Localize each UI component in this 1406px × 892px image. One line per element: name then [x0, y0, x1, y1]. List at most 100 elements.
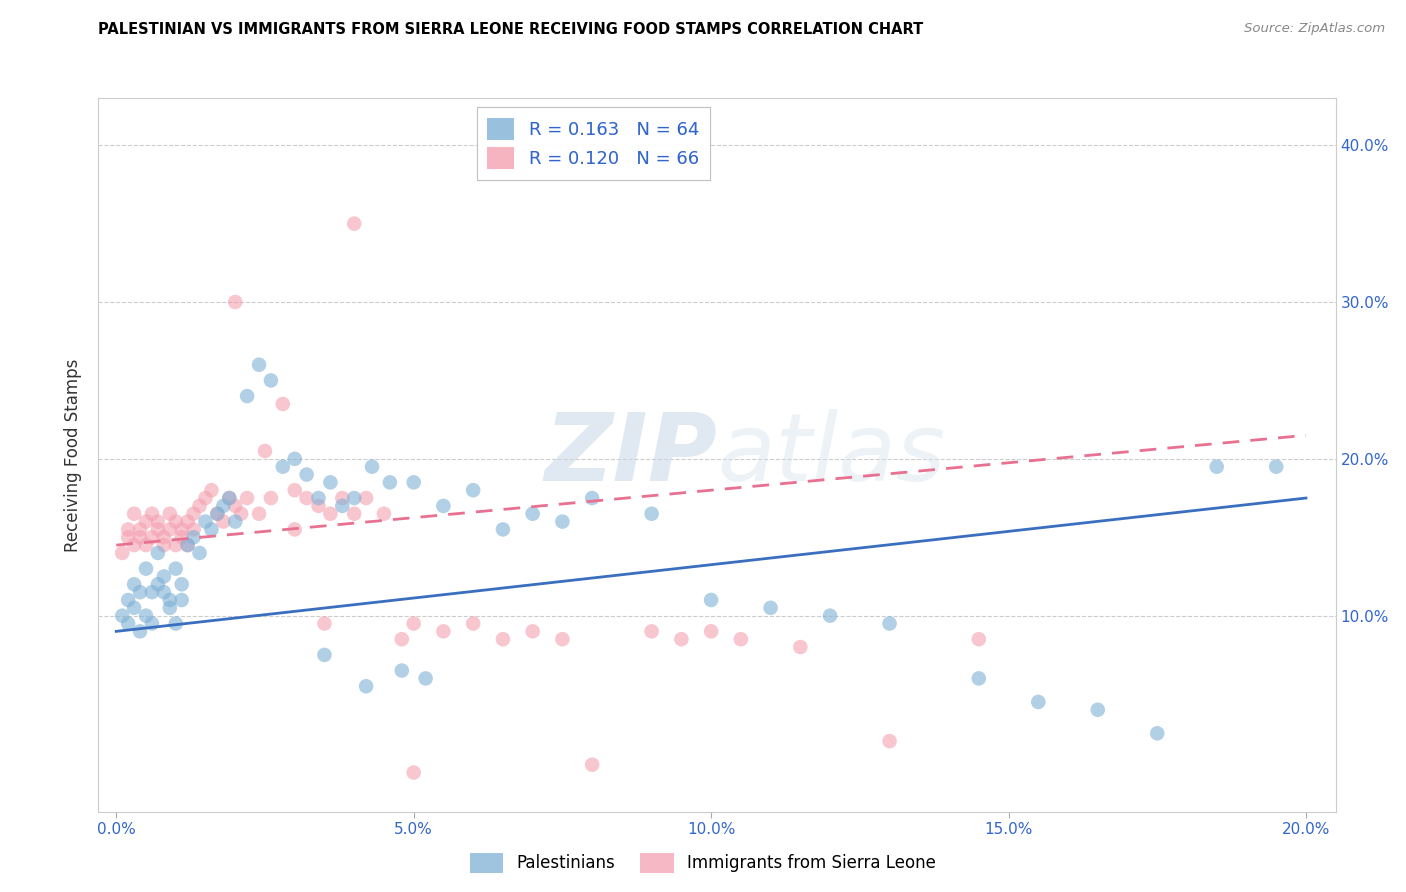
Point — [373, 507, 395, 521]
Point — [159, 593, 181, 607]
Point — [671, 632, 693, 647]
Point — [165, 515, 187, 529]
Point — [402, 765, 425, 780]
Point — [730, 632, 752, 647]
Point — [700, 593, 723, 607]
Point — [308, 499, 330, 513]
Point — [224, 295, 246, 310]
Point — [271, 459, 294, 474]
Point — [146, 546, 169, 560]
Point — [224, 499, 246, 513]
Point — [117, 616, 139, 631]
Point — [188, 546, 211, 560]
Point — [141, 507, 163, 521]
Point — [141, 585, 163, 599]
Point — [415, 672, 437, 686]
Point — [200, 523, 222, 537]
Point — [1087, 703, 1109, 717]
Point — [284, 483, 307, 498]
Point — [165, 538, 187, 552]
Point — [343, 491, 366, 505]
Point — [247, 507, 270, 521]
Point — [253, 444, 276, 458]
Point — [141, 530, 163, 544]
Point — [129, 585, 152, 599]
Point — [153, 585, 176, 599]
Point — [146, 523, 169, 537]
Point — [159, 507, 181, 521]
Point — [361, 459, 384, 474]
Point — [354, 679, 377, 693]
Point — [284, 523, 307, 537]
Point — [146, 577, 169, 591]
Point — [967, 632, 990, 647]
Point — [224, 515, 246, 529]
Point — [218, 491, 240, 505]
Point — [640, 507, 662, 521]
Point — [135, 538, 157, 552]
Point — [212, 499, 235, 513]
Point — [463, 483, 485, 498]
Point — [354, 491, 377, 505]
Point — [207, 507, 229, 521]
Point — [432, 499, 454, 513]
Text: atlas: atlas — [717, 409, 945, 500]
Point — [165, 561, 187, 575]
Point — [200, 483, 222, 498]
Point — [122, 600, 145, 615]
Point — [1265, 459, 1288, 474]
Point — [463, 616, 485, 631]
Point — [176, 515, 198, 529]
Point — [391, 664, 413, 678]
Point — [492, 523, 515, 537]
Point — [194, 515, 217, 529]
Point — [129, 624, 152, 639]
Point — [188, 499, 211, 513]
Point — [153, 569, 176, 583]
Point — [247, 358, 270, 372]
Point — [135, 608, 157, 623]
Point — [522, 624, 544, 639]
Point — [260, 373, 283, 387]
Point — [343, 217, 366, 231]
Point — [759, 600, 782, 615]
Point — [522, 507, 544, 521]
Point — [284, 451, 307, 466]
Point — [343, 507, 366, 521]
Point — [170, 530, 193, 544]
Point — [260, 491, 283, 505]
Point — [700, 624, 723, 639]
Point — [122, 577, 145, 591]
Point — [153, 530, 176, 544]
Point — [1205, 459, 1227, 474]
Point — [319, 475, 342, 490]
Point — [231, 507, 253, 521]
Point — [176, 538, 198, 552]
Point — [159, 523, 181, 537]
Point — [492, 632, 515, 647]
Point — [170, 577, 193, 591]
Point — [314, 616, 336, 631]
Point — [967, 672, 990, 686]
Point — [640, 624, 662, 639]
Text: Source: ZipAtlas.com: Source: ZipAtlas.com — [1244, 22, 1385, 36]
Point — [117, 523, 139, 537]
Point — [212, 515, 235, 529]
Point — [378, 475, 401, 490]
Point — [170, 523, 193, 537]
Point — [135, 561, 157, 575]
Point — [308, 491, 330, 505]
Point — [122, 538, 145, 552]
Point — [1026, 695, 1049, 709]
Point — [551, 632, 574, 647]
Point — [117, 530, 139, 544]
Point — [111, 608, 134, 623]
Point — [1146, 726, 1168, 740]
Legend: Palestinians, Immigrants from Sierra Leone: Palestinians, Immigrants from Sierra Leo… — [464, 847, 942, 880]
Y-axis label: Receiving Food Stamps: Receiving Food Stamps — [65, 359, 83, 551]
Point — [183, 530, 205, 544]
Point — [176, 538, 198, 552]
Point — [432, 624, 454, 639]
Point — [330, 491, 353, 505]
Point — [391, 632, 413, 647]
